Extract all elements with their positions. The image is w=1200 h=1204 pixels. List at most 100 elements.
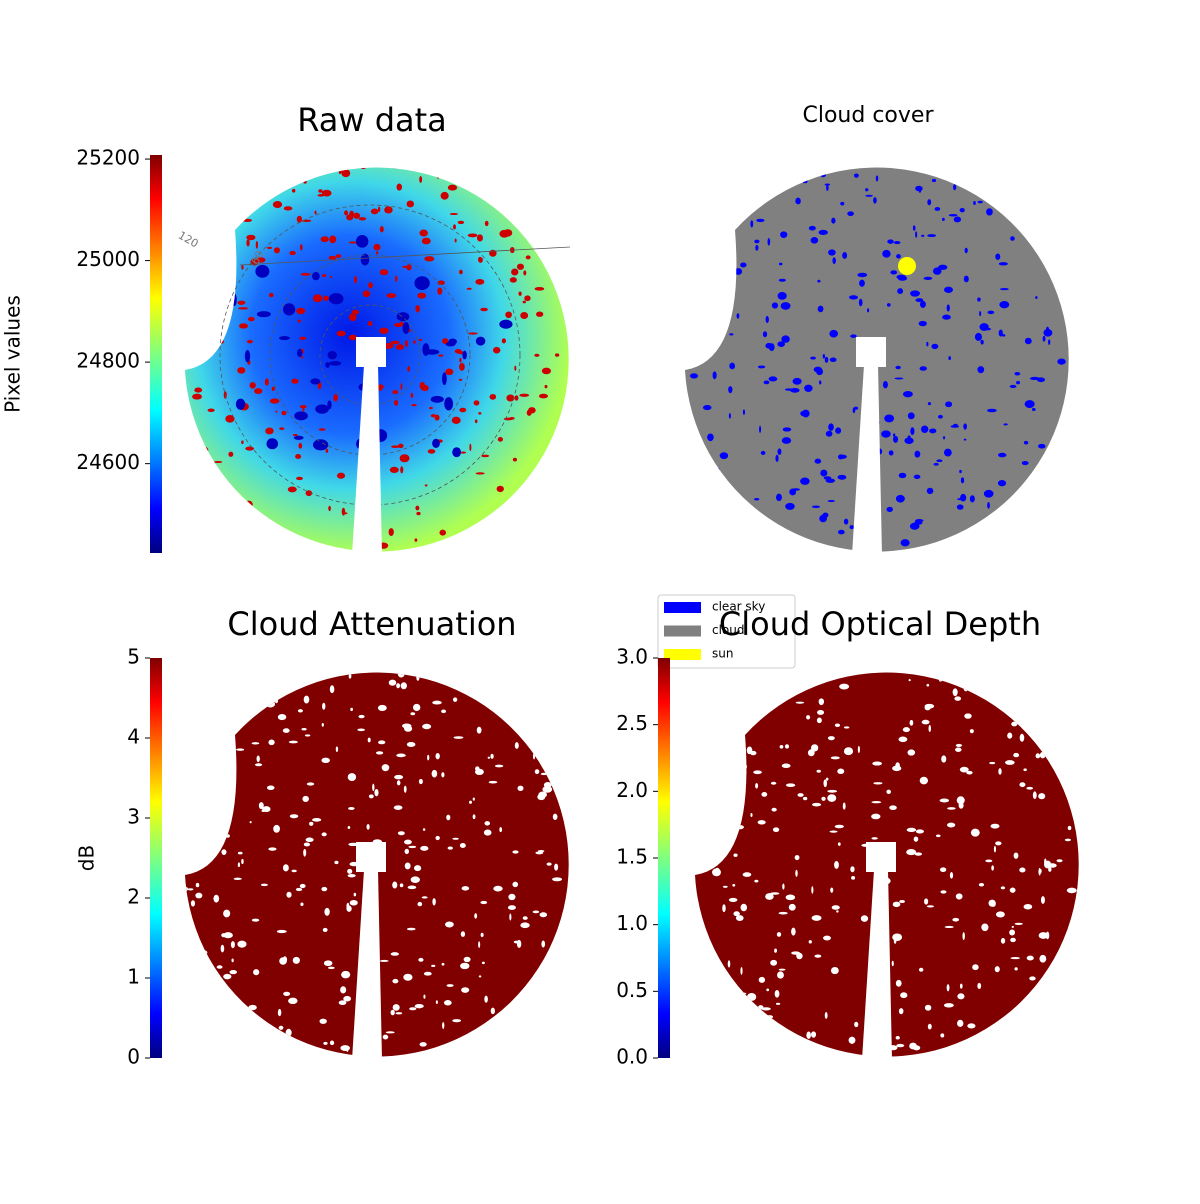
sky-speckle (924, 1004, 932, 1011)
sky-speckle (927, 199, 932, 206)
sky-speckle (409, 1007, 417, 1011)
sky-speckle (728, 780, 732, 787)
sky-speckle (980, 339, 984, 345)
sky-speckle (795, 701, 805, 704)
sky-speckle (185, 811, 191, 818)
sky-speckle (837, 454, 847, 459)
colorbar-label: Pixel values (1, 295, 25, 413)
sky-speckle (1040, 896, 1045, 904)
sky-speckle (503, 417, 513, 421)
sky-speckle (367, 320, 373, 327)
sky-speckle (1000, 886, 1006, 890)
sky-speckle (403, 785, 407, 793)
sky-speckle (775, 1002, 781, 1005)
sky-speckle (898, 736, 908, 743)
sky-speckle (918, 967, 924, 972)
sky-speckle (305, 837, 314, 843)
sky-speckle (228, 451, 234, 457)
sky-speckle (750, 813, 753, 818)
sky-speckle (828, 423, 834, 431)
sky-speckle (946, 304, 950, 312)
sky-speckle (1023, 440, 1029, 445)
sky-speckle (927, 234, 937, 238)
sky-speckle (825, 430, 833, 437)
sky-speckle (351, 309, 360, 315)
sky-speckle (256, 311, 271, 318)
sky-speckle (419, 381, 426, 390)
sky-speckle (740, 903, 748, 912)
sky-speckle (204, 784, 209, 788)
sky-speckle (914, 450, 921, 458)
sky-speckle (382, 1034, 389, 1040)
sky-speckle (740, 262, 747, 268)
sky-speckle (737, 992, 747, 995)
sky-speckle (887, 239, 894, 244)
sky-speckle (288, 740, 298, 744)
sky-speckle (249, 382, 256, 389)
legend-swatch (664, 602, 701, 613)
sky-speckle (785, 894, 796, 901)
sky-speckle (776, 493, 782, 502)
sky-speckle (469, 800, 472, 804)
sky-speckle (781, 437, 792, 444)
sky-speckle (303, 848, 307, 857)
sky-speckle (897, 288, 904, 295)
sky-speckle (1042, 335, 1046, 342)
sky-speckle (179, 396, 185, 401)
sky-speckle (312, 294, 323, 303)
sky-speckle (291, 869, 297, 873)
sky-speckle (440, 191, 449, 200)
sky-speckle (727, 960, 731, 968)
sky-speckle (892, 433, 896, 437)
sky-speckle (478, 975, 482, 978)
sky-speckle (781, 335, 790, 343)
sky-speckle (207, 408, 215, 413)
sky-speckle (419, 1042, 427, 1047)
sky-speckle (827, 499, 835, 503)
sky-speckle (400, 466, 404, 474)
sky-speckle (818, 698, 825, 706)
sky-speckle (335, 254, 342, 258)
sky-speckle (816, 769, 821, 773)
sky-speckle (1048, 339, 1051, 345)
sky-speckle (292, 433, 298, 437)
sky-speckle (246, 339, 253, 344)
sky-speckle (837, 529, 845, 535)
sky-speckle (278, 1025, 284, 1030)
sky-speckle (512, 850, 519, 854)
sky-speckle (835, 427, 842, 434)
sky-speckle (432, 898, 436, 906)
sky-speckle (508, 893, 516, 901)
sky-speckle (466, 287, 472, 290)
sky-speckle (946, 822, 956, 828)
sky-image (695, 672, 1079, 1060)
sky-speckle (237, 300, 246, 305)
sky-speckle (955, 893, 963, 900)
sky-speckle (432, 438, 440, 449)
sky-speckle (459, 843, 466, 849)
sky-speckle (475, 278, 485, 285)
sky-speckle (451, 416, 461, 425)
sky-speckle (279, 427, 285, 431)
sky-speckle (266, 785, 275, 791)
sky-speckle (318, 189, 323, 193)
sky-speckle (279, 336, 290, 341)
sky-speckle (392, 1004, 400, 1011)
sky-speckle (695, 917, 699, 923)
sky-speckle (1003, 423, 1008, 426)
sky-speckle (1038, 932, 1048, 939)
sky-speckle (685, 355, 687, 363)
sky-speckle (348, 806, 355, 810)
sky-speckle (915, 519, 924, 522)
sky-speckle (942, 436, 946, 440)
sky-speckle (406, 927, 416, 931)
sky-speckle (819, 380, 822, 385)
sky-speckle (475, 766, 480, 771)
sky-speckle (924, 703, 935, 709)
sky-speckle (871, 837, 878, 840)
sky-speckle (411, 404, 417, 407)
sky-speckle (396, 780, 401, 786)
sky-speckle (952, 688, 958, 697)
sky-speckle (474, 913, 478, 919)
sky-speckle (305, 490, 313, 497)
